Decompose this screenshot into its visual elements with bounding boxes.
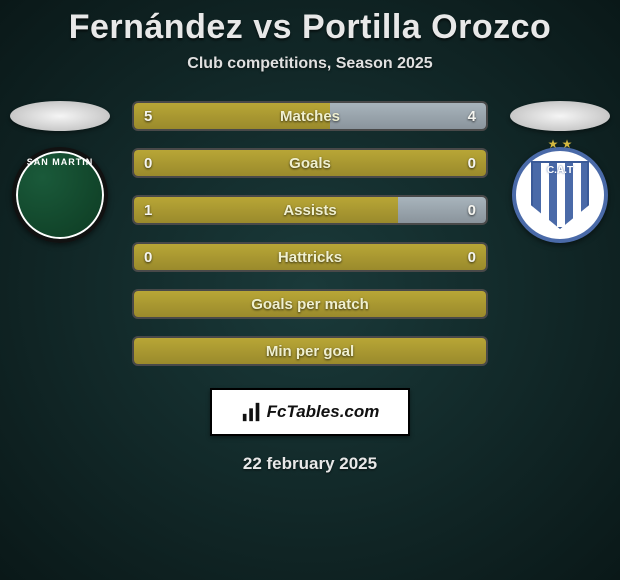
right-club-shield: C.A.T [531,161,589,229]
player-avatar-placeholder [10,101,110,131]
stat-right-value: 0 [468,202,476,219]
stat-right-value: 4 [468,108,476,125]
star-icon: ★ ★ [516,137,604,151]
stat-left-value: 0 [144,155,152,172]
player-avatar-placeholder [510,101,610,131]
stat-row: 0 0 Hattricks [132,242,488,272]
stat-label: Goals per match [251,296,369,313]
left-player-column: SAN MARTIN [10,101,110,243]
right-club-badge: ★ ★ C.A.T [512,147,608,243]
stat-label: Goals [289,155,331,172]
stat-label: Assists [283,202,336,219]
stat-row: 1 0 Assists [132,195,488,225]
stat-label: Hattricks [278,249,342,266]
date-label: 22 february 2025 [243,454,377,474]
left-club-badge-text: SAN MARTIN [16,157,104,167]
chart-icon [241,401,263,423]
stat-bar-left-fill [134,197,398,223]
subtitle: Club competitions, Season 2025 [187,55,432,73]
stat-left-value: 0 [144,249,152,266]
stat-row: 5 4 Matches [132,101,488,131]
comparison-body: SAN MARTIN ★ ★ C.A.T 5 4 Matches 0 0 Goals 1 0 A… [0,101,620,366]
stat-left-value: 5 [144,108,152,125]
left-club-badge: SAN MARTIN [12,147,108,243]
stat-row: 0 0 Goals [132,148,488,178]
comparison-card: Fernández vs Portilla Orozco Club compet… [0,0,620,580]
stat-right-value: 0 [468,155,476,172]
stat-left-value: 1 [144,202,152,219]
stat-label: Min per goal [266,343,354,360]
brand-text: FcTables.com [267,402,380,422]
stat-row: Goals per match [132,289,488,319]
right-club-badge-text: C.A.T [533,165,587,176]
stat-right-value: 0 [468,249,476,266]
stat-label: Matches [280,108,340,125]
brand-badge: FcTables.com [210,388,410,436]
stat-bar-right-fill [330,103,486,129]
stat-row: Min per goal [132,336,488,366]
right-player-column: ★ ★ C.A.T [510,101,610,243]
stat-bars: 5 4 Matches 0 0 Goals 1 0 Assists 0 0 Hattricks Goal… [132,101,488,366]
page-title: Fernández vs Portilla Orozco [69,8,552,47]
